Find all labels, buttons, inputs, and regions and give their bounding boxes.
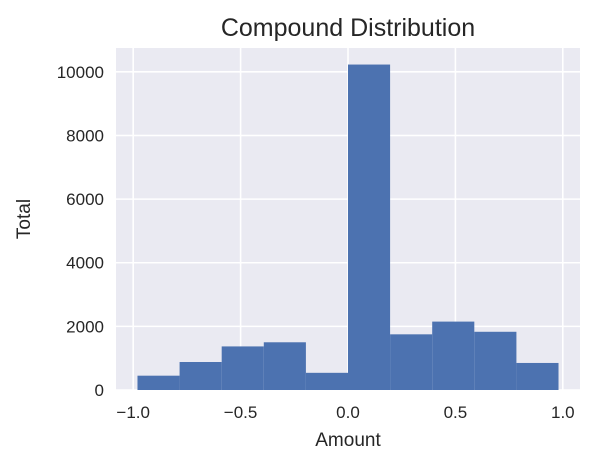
chart-title: Compound Distribution [221, 14, 475, 42]
histogram-bar [516, 362, 559, 390]
x-axis-label: Amount [315, 430, 381, 451]
histogram-bar [390, 334, 433, 390]
histogram-bar [179, 362, 222, 390]
y-tick-label: 4000 [66, 254, 104, 273]
histogram-bar [348, 64, 391, 390]
histogram-bar [432, 321, 475, 390]
histogram-bar [221, 346, 264, 390]
x-tick-label: 0.5 [444, 403, 468, 422]
y-tick-label: 6000 [66, 190, 104, 209]
x-tick-label: −1.0 [116, 403, 150, 422]
x-tick-label: −0.5 [224, 403, 258, 422]
x-tick-label: 0.0 [336, 403, 360, 422]
histogram-bar [305, 372, 348, 390]
x-tick-label: 1.0 [551, 403, 575, 422]
y-tick-label: 10000 [57, 63, 104, 82]
y-tick-label: 0 [95, 381, 104, 400]
bars [137, 64, 559, 390]
histogram-bar [137, 375, 180, 390]
y-tick-label: 2000 [66, 317, 104, 336]
y-axis-label: Total [14, 199, 35, 239]
x-tick-labels: −1.0 −0.5 0.0 0.5 1.0 [116, 403, 574, 422]
histogram-bar [474, 331, 517, 390]
histogram-bar [263, 342, 306, 390]
y-tick-labels: 0 2000 4000 6000 8000 10000 [57, 63, 104, 400]
y-tick-label: 8000 [66, 126, 104, 145]
